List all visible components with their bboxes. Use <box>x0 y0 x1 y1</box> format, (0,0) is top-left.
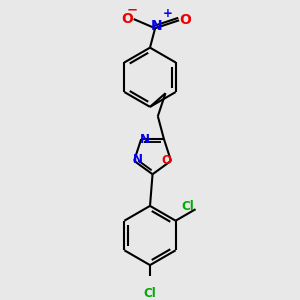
Text: N: N <box>140 133 150 146</box>
Text: O: O <box>179 13 191 27</box>
Text: O: O <box>161 154 171 167</box>
Text: N: N <box>150 19 162 33</box>
Text: Cl: Cl <box>182 200 194 213</box>
Text: N: N <box>133 153 143 166</box>
Text: O: O <box>121 12 133 26</box>
Text: +: + <box>163 8 173 20</box>
Text: Cl: Cl <box>144 287 156 300</box>
Text: −: − <box>127 3 138 16</box>
